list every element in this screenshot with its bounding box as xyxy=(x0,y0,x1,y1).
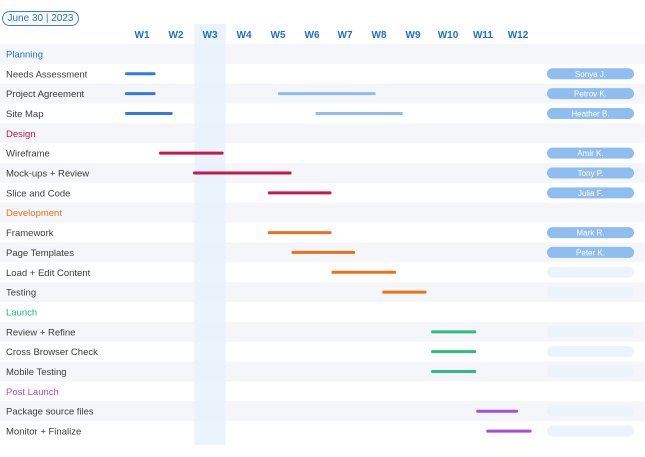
week-label-w4: W4 xyxy=(237,30,252,41)
row-stripe xyxy=(0,361,645,382)
assignee-badge xyxy=(547,227,634,239)
assignee-badge-empty xyxy=(547,425,634,437)
week-label-w11: W11 xyxy=(473,30,493,41)
assignee-badge xyxy=(547,88,634,100)
row-stripe xyxy=(0,401,645,422)
task-bar xyxy=(193,171,292,175)
task-bar-secondary xyxy=(278,92,376,96)
task-bar-secondary xyxy=(315,111,403,115)
assignee-badge-empty xyxy=(547,405,634,417)
task-label: Review + Refine xyxy=(6,327,75,338)
task-bar xyxy=(431,370,477,374)
task-bar xyxy=(125,111,173,115)
week-label-w12: W12 xyxy=(508,30,529,41)
task-label: Site Map xyxy=(6,109,44,120)
assignee-name: Tony P. xyxy=(578,169,604,178)
task-label: Needs Assessment xyxy=(6,69,88,80)
assignee-name: Heather B. xyxy=(571,109,609,118)
task-label: Monitor + Finalize xyxy=(6,427,81,438)
section-label: Design xyxy=(6,129,36,140)
section-label: Development xyxy=(6,208,62,219)
task-bar xyxy=(125,92,156,96)
section-label: Planning xyxy=(6,49,43,60)
week-label-w6: W6 xyxy=(305,30,320,41)
task-label: Cross Browser Check xyxy=(6,347,98,358)
task-bar xyxy=(331,270,397,274)
task-label: Mock-ups + Review xyxy=(6,169,89,180)
week-label-w1: W1 xyxy=(135,30,150,41)
assignee-badge xyxy=(547,246,634,258)
task-bar xyxy=(476,409,518,413)
task-bar xyxy=(382,290,427,294)
task-label: Wireframe xyxy=(6,149,50,160)
task-bar xyxy=(267,191,332,195)
week-label-w9: W9 xyxy=(406,30,421,41)
assignee-badge-empty xyxy=(547,266,634,278)
week-label-w5: W5 xyxy=(271,30,286,41)
assignee-name: Mark R. xyxy=(577,229,605,238)
task-label: Mobile Testing xyxy=(6,367,67,378)
highlight-week-column xyxy=(194,24,226,445)
section-label: Post Launch xyxy=(6,387,59,398)
week-label-w8: W8 xyxy=(372,30,387,41)
week-label-w7: W7 xyxy=(338,30,353,41)
task-label: Package source files xyxy=(6,407,94,418)
assignee-badge-empty xyxy=(547,366,634,378)
assignee-badge-empty xyxy=(547,286,634,298)
week-label-w2: W2 xyxy=(169,30,184,41)
assignee-name: Julia F. xyxy=(578,189,603,198)
assignee-badge xyxy=(547,187,634,199)
row-stripe xyxy=(0,282,645,303)
assignee-name: Sonya J. xyxy=(575,70,606,79)
week-label-w10: W10 xyxy=(438,30,459,41)
assignee-badge-empty xyxy=(547,346,634,358)
task-label: Load + Edit Content xyxy=(6,268,91,279)
assignee-name: Petrov K. xyxy=(574,90,607,99)
task-label: Framework xyxy=(6,228,54,239)
task-label: Project Agreement xyxy=(6,89,85,100)
assignee-badge xyxy=(547,107,634,119)
assignee-name: Amir K. xyxy=(577,149,603,158)
row-stripe xyxy=(0,321,645,342)
task-bar xyxy=(291,250,356,254)
week-label-w3: W3 xyxy=(203,30,218,41)
assignee-badge-empty xyxy=(547,326,634,338)
section-label: Launch xyxy=(6,307,37,318)
task-bar xyxy=(125,72,156,76)
task-label: Slice and Code xyxy=(6,188,70,199)
task-label: Testing xyxy=(6,288,36,299)
row-stripe xyxy=(0,163,645,183)
date-badge[interactable]: June 30 | 2023 xyxy=(2,11,79,26)
task-bar xyxy=(159,151,224,155)
task-bar xyxy=(267,231,332,235)
assignee-name: Peter K. xyxy=(576,248,605,257)
task-bar xyxy=(431,330,477,334)
task-label: Page Templates xyxy=(6,248,74,259)
row-stripe xyxy=(0,202,645,223)
row-stripe xyxy=(0,44,645,64)
task-bar xyxy=(486,429,532,433)
assignee-badge xyxy=(547,68,634,80)
row-stripe xyxy=(0,123,645,144)
task-bar xyxy=(431,350,477,354)
assignee-badge xyxy=(547,167,634,179)
assignee-badge xyxy=(547,147,634,159)
